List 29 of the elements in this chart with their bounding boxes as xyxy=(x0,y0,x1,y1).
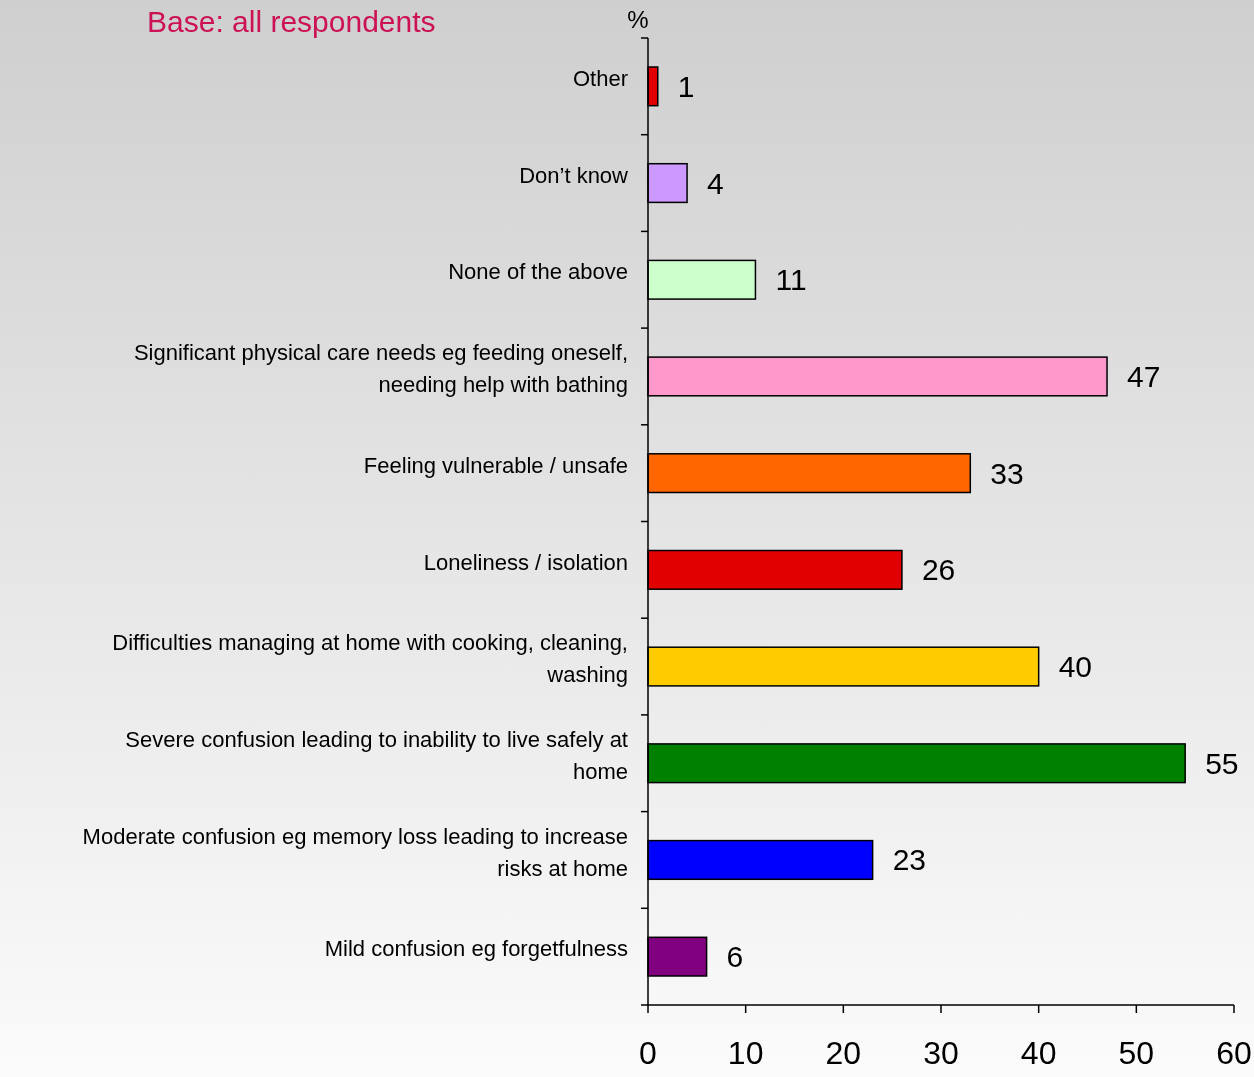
data-label: 1 xyxy=(677,69,695,103)
data-label: 33 xyxy=(990,456,1024,490)
data-label: 55 xyxy=(1205,746,1239,780)
x-tick-label: 40 xyxy=(1020,1035,1057,1071)
data-label: 6 xyxy=(726,940,744,974)
x-axis-title: % xyxy=(627,6,649,33)
y-tick-label: Moderate confusion eg memory loss leading to increase risks at home xyxy=(82,823,628,881)
x-tick-label: 50 xyxy=(1118,1035,1155,1071)
x-tick-label: 20 xyxy=(825,1035,862,1071)
y-tick-label: Severe confusion leading to inability to live safely at home xyxy=(125,726,628,784)
y-tick-label: Feeling vulnerable / unsafe xyxy=(363,452,628,478)
x-tick-label: 60 xyxy=(1216,1035,1252,1071)
data-label: 11 xyxy=(775,263,807,297)
y-tick-label: Significant physical care needs eg feeding oneself, needing help with bathing xyxy=(133,340,628,398)
x-tick-label: 30 xyxy=(923,1035,959,1071)
y-tick-label: Other xyxy=(572,66,628,92)
data-label: 4 xyxy=(707,166,724,200)
x-tick-label: 0 xyxy=(639,1035,657,1071)
data-label: 26 xyxy=(921,553,956,587)
y-tick-label: Loneliness / isolation xyxy=(423,549,628,575)
y-tick-label: Difficulties managing at home with cooking, cleaning, washing xyxy=(112,630,628,688)
data-label: 40 xyxy=(1058,650,1093,684)
data-label: 47 xyxy=(1127,359,1161,393)
y-tick-label: Mild confusion eg forgetfulness xyxy=(324,936,628,962)
y-tick-label: Don’t know xyxy=(519,162,629,188)
text: Base: all respondents xyxy=(147,5,436,38)
y-tick-label: None of the above xyxy=(448,259,628,285)
data-label: 23 xyxy=(892,843,927,877)
x-tick-label: 10 xyxy=(727,1035,764,1071)
